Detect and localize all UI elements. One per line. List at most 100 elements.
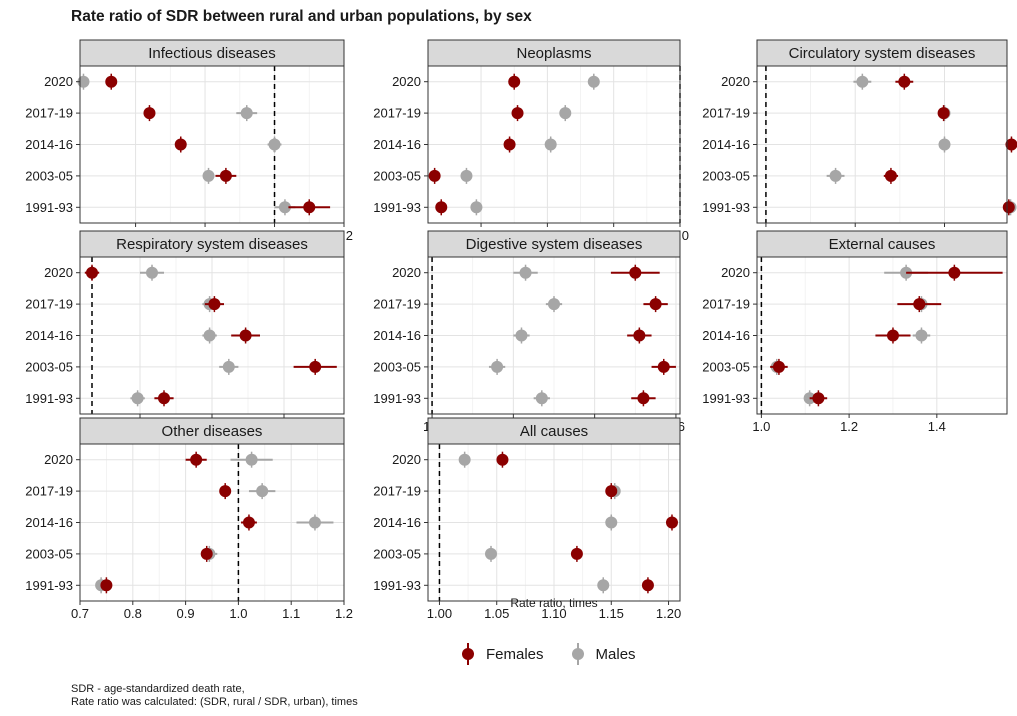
x-tick-label: 1.0 (229, 606, 247, 621)
facet-title: All causes (520, 423, 588, 440)
y-tick-label: 2020 (44, 452, 73, 467)
footnotes: SDR - age-standardized death rate, Rate … (71, 683, 358, 709)
y-tick-label: 2020 (721, 74, 750, 89)
y-tick-label: 2014-16 (373, 137, 421, 152)
y-tick-label: 2014-16 (702, 328, 750, 343)
data-point-males (544, 138, 557, 151)
facet-title: Other diseases (162, 423, 263, 440)
data-point-males (146, 266, 158, 279)
data-point-males (460, 169, 473, 182)
data-point-males (485, 547, 497, 560)
x-tick-label: 0.8 (124, 606, 142, 621)
data-point-females (641, 579, 654, 592)
data-point-females (937, 107, 950, 120)
data-point-females (428, 169, 441, 182)
legend-item-females: Females (456, 642, 544, 666)
data-point-females (637, 392, 650, 405)
y-tick-label: 2003-05 (373, 546, 421, 561)
data-point-males (587, 75, 600, 88)
data-point-males (256, 485, 269, 498)
facet-strip (427, 230, 681, 258)
x-axis-label: Rate ratio, times (510, 596, 598, 610)
y-tick-label: 2003-05 (25, 546, 73, 561)
data-point-females (772, 360, 785, 373)
data-point-males (245, 453, 258, 466)
y-tick-label: 1991-93 (373, 578, 421, 593)
data-point-females (496, 453, 509, 466)
data-point-males (203, 329, 216, 342)
data-point-females (219, 485, 232, 498)
y-tick-label: 2017-19 (702, 297, 750, 312)
facet-strip (756, 39, 1008, 67)
y-tick-label: 2014-16 (702, 137, 750, 152)
data-point-females (812, 392, 825, 405)
data-point-males (268, 138, 281, 151)
y-tick-label: 1991-93 (25, 391, 73, 406)
data-point-males (605, 516, 618, 529)
y-tick-label: 2020 (44, 265, 73, 280)
y-tick-label: 2014-16 (25, 515, 73, 530)
data-point-males (535, 392, 548, 405)
data-point-males (597, 579, 610, 592)
facet-title: External causes (829, 236, 936, 253)
data-point-females (1005, 138, 1017, 151)
data-point-males (222, 360, 235, 373)
data-point-males (829, 169, 842, 182)
y-tick-label: 1991-93 (25, 578, 73, 593)
data-point-males (202, 169, 215, 182)
facet-strip (427, 39, 681, 67)
y-tick-label: 2014-16 (25, 137, 73, 152)
y-tick-label: 1991-93 (25, 200, 73, 215)
legend-item-males: Males (566, 642, 636, 666)
y-tick-label: 2017-19 (373, 297, 421, 312)
x-tick-label: 1.1 (282, 606, 300, 621)
legend-label-males: Males (595, 645, 636, 663)
x-tick-label: 1.2 (840, 419, 858, 434)
legend-key-females (462, 643, 474, 665)
data-point-males (938, 138, 951, 151)
data-point-females (913, 298, 926, 311)
legend-label-females: Females (486, 645, 544, 663)
y-tick-label: 2020 (392, 74, 421, 89)
data-point-females (174, 138, 187, 151)
data-point-females (884, 169, 897, 182)
y-tick-label: 2003-05 (702, 359, 750, 374)
data-point-females (158, 392, 170, 405)
y-tick-label: 2020 (44, 74, 73, 89)
facet-strip (427, 417, 681, 445)
facet-title: Infectious diseases (148, 45, 276, 62)
y-tick-label: 2017-19 (373, 484, 421, 499)
facet-title: Neoplasms (516, 45, 591, 62)
data-point-females (948, 266, 961, 279)
data-point-males (915, 329, 928, 342)
x-tick-label: 1.4 (928, 419, 946, 434)
facet-title: Circulatory system diseases (789, 45, 976, 62)
facet-strip (756, 230, 1008, 258)
data-point-males (278, 201, 291, 214)
y-tick-label: 2014-16 (25, 328, 73, 343)
x-tick-label: 1.05 (484, 606, 509, 621)
data-point-females (190, 453, 203, 466)
data-point-males (491, 360, 504, 373)
y-tick-label: 2017-19 (702, 106, 750, 121)
data-point-females (570, 547, 583, 560)
data-point-females (898, 75, 911, 88)
facet-strip (79, 39, 345, 67)
data-point-males (856, 75, 869, 88)
data-point-females (208, 298, 221, 311)
data-point-females (143, 107, 156, 120)
x-tick-label: 0.7 (71, 606, 89, 621)
data-point-males (240, 107, 253, 120)
y-tick-label: 2020 (721, 265, 750, 280)
data-point-females (508, 75, 521, 88)
facet-title: Digestive system diseases (466, 236, 643, 253)
data-point-males (470, 201, 483, 214)
data-point-females (503, 138, 516, 151)
y-tick-label: 2014-16 (373, 328, 421, 343)
x-tick-label: 1.20 (656, 606, 681, 621)
data-point-males (548, 298, 560, 311)
y-tick-label: 2020 (392, 452, 421, 467)
y-tick-label: 1991-93 (702, 200, 750, 215)
data-point-females (1002, 201, 1015, 214)
